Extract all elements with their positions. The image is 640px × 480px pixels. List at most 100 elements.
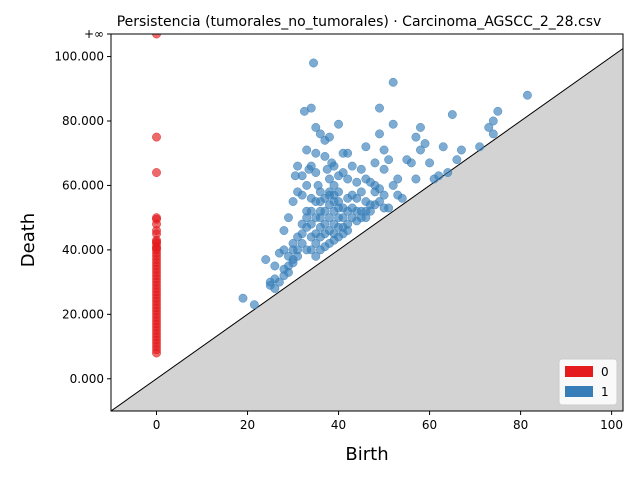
point-dim1 bbox=[315, 206, 325, 216]
point-dim1 bbox=[334, 119, 344, 129]
point-dim1 bbox=[343, 226, 353, 236]
point-dim1 bbox=[375, 129, 384, 139]
y-tick-label: 40.000 bbox=[62, 243, 104, 257]
axes-frame bbox=[110, 33, 624, 412]
point-dim1 bbox=[270, 261, 280, 271]
point-dim1 bbox=[325, 174, 334, 184]
x-tick-label: 0 bbox=[153, 418, 161, 432]
point-dim1 bbox=[288, 197, 298, 207]
point-dim1 bbox=[379, 203, 389, 213]
point-dim1 bbox=[279, 226, 289, 236]
point-dim1 bbox=[375, 103, 384, 113]
point-dim1 bbox=[338, 168, 348, 178]
point-dim1 bbox=[384, 155, 394, 165]
point-dim1 bbox=[320, 193, 330, 203]
chart-title: Persistencia (tumorales_no_tumorales) · … bbox=[117, 14, 602, 30]
point-dim1 bbox=[249, 300, 259, 310]
point-dim1 bbox=[325, 132, 334, 142]
point-dim1 bbox=[361, 213, 371, 223]
y-tick-label: 60.000 bbox=[62, 178, 104, 192]
legend-label: 0 bbox=[601, 365, 609, 379]
point-dim1 bbox=[311, 122, 321, 132]
point-dim1 bbox=[379, 164, 389, 174]
point-dim0 bbox=[152, 132, 161, 142]
point-dim1 bbox=[488, 116, 498, 126]
point-dim0 bbox=[152, 348, 161, 358]
point-dim1 bbox=[352, 193, 362, 203]
point-dim1 bbox=[475, 142, 485, 152]
point-dim1 bbox=[306, 103, 316, 113]
point-dim1 bbox=[293, 161, 303, 171]
point-dim1 bbox=[261, 255, 271, 265]
point-dim1 bbox=[488, 129, 498, 139]
point-dim1 bbox=[420, 139, 430, 149]
x-tick-label: 100 bbox=[600, 418, 623, 432]
point-dim1 bbox=[329, 180, 339, 190]
x-tick-label: 60 bbox=[422, 418, 437, 432]
x-tick-label: 80 bbox=[513, 418, 528, 432]
point-dim1 bbox=[388, 119, 398, 129]
point-dim1 bbox=[416, 122, 425, 132]
point-dim1 bbox=[379, 145, 389, 155]
point-dim1 bbox=[329, 161, 339, 171]
point-dim1 bbox=[320, 151, 330, 161]
y-tick-label: 80.000 bbox=[62, 114, 104, 128]
point-dim1 bbox=[320, 219, 330, 229]
y-tick-label-infinity: +∞ bbox=[84, 27, 104, 41]
point-dim1 bbox=[379, 190, 389, 200]
point-dim1 bbox=[338, 213, 348, 223]
point-dim1 bbox=[411, 132, 421, 142]
point-dim1 bbox=[522, 90, 532, 100]
point-dim1 bbox=[279, 245, 289, 255]
point-dim1 bbox=[493, 106, 503, 116]
point-dim1 bbox=[293, 232, 303, 242]
legend-swatch bbox=[565, 366, 593, 377]
point-dim1 bbox=[288, 245, 298, 255]
point-dim1 bbox=[443, 168, 453, 178]
point-dim0 bbox=[152, 34, 161, 39]
point-dim1 bbox=[274, 277, 284, 287]
point-dim1 bbox=[352, 177, 362, 187]
point-dim1 bbox=[356, 164, 366, 174]
point-dim1 bbox=[297, 238, 307, 248]
point-dim1 bbox=[406, 158, 416, 168]
x-tick-label: 40 bbox=[331, 418, 346, 432]
point-dim1 bbox=[315, 129, 325, 139]
point-dim1 bbox=[311, 238, 321, 248]
y-axis-label: Death bbox=[18, 213, 39, 267]
point-dim1 bbox=[484, 122, 494, 132]
point-dim1 bbox=[456, 145, 466, 155]
point-dim1 bbox=[361, 142, 371, 152]
point-dim1 bbox=[388, 180, 398, 190]
point-dim1 bbox=[311, 168, 321, 178]
point-dim1 bbox=[306, 245, 316, 255]
point-dim1 bbox=[284, 213, 293, 223]
point-dim1 bbox=[352, 206, 362, 216]
point-dim1 bbox=[365, 206, 375, 216]
point-dim1 bbox=[343, 174, 353, 184]
point-dim1 bbox=[302, 206, 312, 216]
point-dim1 bbox=[315, 187, 325, 197]
point-dim1 bbox=[306, 219, 316, 229]
point-dim1 bbox=[425, 158, 435, 168]
y-tick-label: 20.000 bbox=[62, 307, 104, 321]
point-dim1 bbox=[270, 284, 280, 294]
y-tick-label: 0.000 bbox=[70, 372, 104, 386]
point-dim1 bbox=[284, 251, 293, 261]
point-dim1 bbox=[452, 155, 462, 165]
point-dim1 bbox=[306, 161, 316, 171]
point-dim1 bbox=[334, 203, 344, 213]
point-dim1 bbox=[388, 77, 398, 87]
point-dim1 bbox=[347, 161, 357, 171]
point-dim1 bbox=[311, 251, 321, 261]
legend-label: 1 bbox=[601, 385, 609, 399]
diagonal-line bbox=[111, 48, 623, 411]
x-axis-label: Birth bbox=[345, 444, 388, 465]
point-dim1 bbox=[302, 180, 312, 190]
point-dim1 bbox=[279, 264, 289, 274]
y-tick-label: 100.000 bbox=[54, 50, 104, 64]
point-dim1 bbox=[375, 197, 384, 207]
point-dim1 bbox=[343, 148, 353, 158]
point-dim1 bbox=[411, 174, 421, 184]
clipped-layer bbox=[111, 34, 623, 411]
